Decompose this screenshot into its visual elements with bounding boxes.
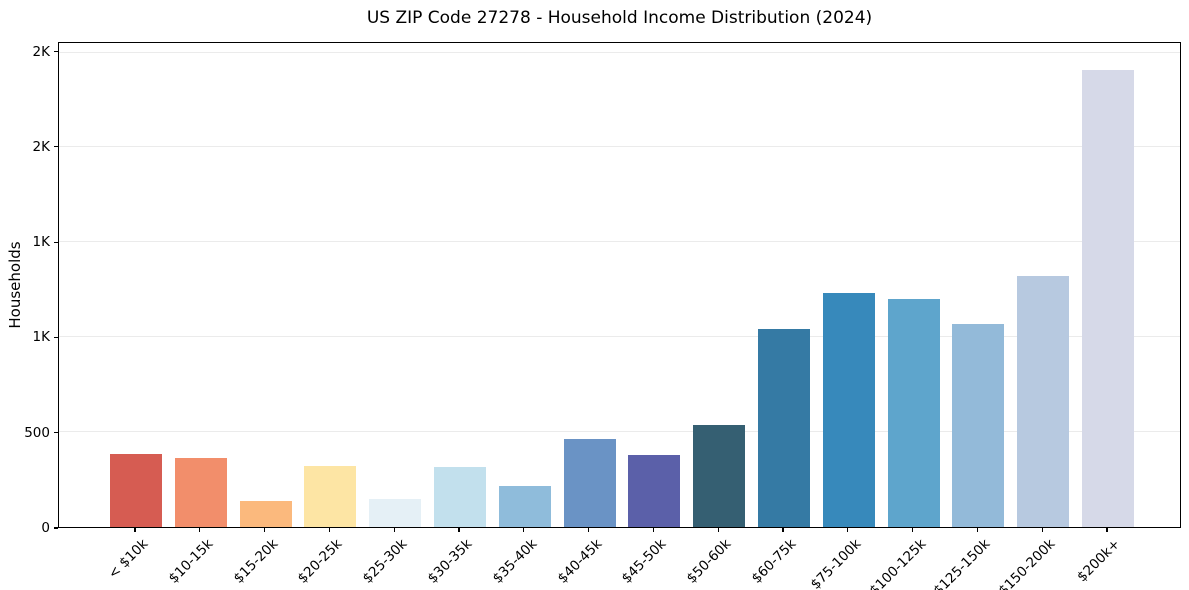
- x-tick-mark: [717, 528, 719, 532]
- x-tick-mark: [912, 528, 914, 532]
- gridline: [59, 146, 1180, 148]
- x-tick-mark: [134, 528, 136, 532]
- y-tick-mark: [54, 432, 58, 434]
- bar-$125-150k: [952, 323, 1005, 527]
- x-tick-mark: [976, 528, 978, 532]
- bar-$20-25k: [304, 466, 357, 527]
- bar-$50-60k: [693, 425, 746, 527]
- x-tick-mark: [847, 528, 849, 532]
- x-tick-label: $40-45k: [554, 536, 605, 587]
- x-tick-label: $150-200k: [995, 536, 1059, 590]
- bar-< $10k: [110, 453, 162, 527]
- y-tick-mark: [54, 336, 58, 338]
- x-tick-mark: [328, 528, 330, 532]
- bar-$45-50k: [628, 454, 681, 527]
- x-tick-label: $25-30k: [359, 536, 411, 587]
- y-tick-label: 500: [24, 424, 50, 441]
- x-tick-label: $30-35k: [424, 536, 476, 587]
- x-tick-label: $20-25k: [295, 536, 346, 587]
- chart-title: US ZIP Code 27278 - Household Income Dis…: [366, 8, 873, 28]
- x-tick-label: $50-60k: [683, 536, 735, 587]
- x-tick-mark: [523, 528, 525, 532]
- y-tick-label: 0: [41, 520, 50, 536]
- x-tick-label: $125-150k: [930, 536, 994, 590]
- gridline: [59, 431, 1180, 433]
- x-tick-label: $100-125k: [866, 536, 929, 590]
- y-tick-mark: [54, 527, 58, 529]
- x-tick-label: $15-20k: [230, 536, 281, 587]
- x-tick-mark: [1041, 528, 1043, 532]
- gridline: [59, 241, 1180, 243]
- bar-$150-200k: [1017, 275, 1070, 527]
- x-tick-mark: [199, 528, 201, 532]
- x-tick-label: $60-75k: [748, 536, 800, 587]
- x-tick-mark: [782, 528, 784, 532]
- x-tick-label: $75-100k: [807, 536, 865, 590]
- gridline: [59, 51, 1180, 53]
- gridline: [59, 336, 1180, 338]
- y-axis-label: Households: [6, 241, 24, 329]
- y-tick-label: 1K: [32, 329, 50, 346]
- bar-$200k+: [1082, 69, 1134, 527]
- x-tick-mark: [393, 528, 395, 532]
- plot-area: [58, 42, 1181, 528]
- y-tick-label: 1K: [32, 234, 50, 251]
- bar-$10-15k: [174, 457, 227, 527]
- x-tick-mark: [1106, 528, 1108, 532]
- y-tick-label: 2K: [32, 43, 50, 60]
- x-tick-mark: [264, 528, 266, 532]
- bar-$100-125k: [887, 299, 940, 527]
- x-tick-label: < $10k: [105, 536, 152, 583]
- x-tick-label: $200k+: [1074, 536, 1124, 586]
- bar-$15-20k: [239, 501, 292, 527]
- bar-$75-100k: [822, 292, 875, 527]
- x-tick-label: $10-15k: [165, 536, 217, 587]
- bar-$40-45k: [563, 438, 616, 527]
- bar-$30-35k: [434, 467, 486, 527]
- x-tick-mark: [588, 528, 590, 532]
- x-tick-label: $35-40k: [489, 536, 541, 587]
- bar-$35-40k: [498, 486, 551, 527]
- y-tick-label: 2K: [32, 138, 50, 155]
- y-tick-mark: [54, 146, 58, 148]
- bar-$60-75k: [758, 328, 810, 527]
- x-tick-label: $45-50k: [619, 536, 670, 587]
- bar-$25-30k: [369, 498, 422, 527]
- y-tick-mark: [54, 241, 58, 243]
- x-tick-mark: [652, 528, 654, 532]
- x-tick-mark: [458, 528, 460, 532]
- y-tick-mark: [54, 50, 58, 53]
